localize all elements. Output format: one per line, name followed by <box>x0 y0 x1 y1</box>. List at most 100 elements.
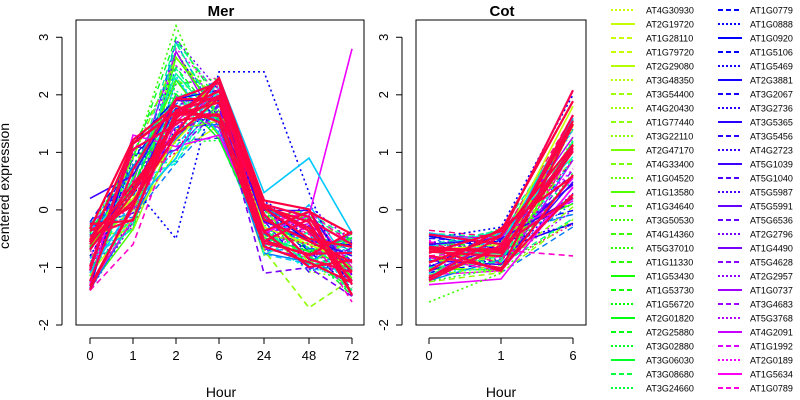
legend-label: AT4G20430 <box>646 104 694 114</box>
mer-series-lines <box>88 23 353 309</box>
mer-y-tick-label: 1 <box>36 149 51 156</box>
cot-trend-line <box>428 150 574 254</box>
legend-label: AT2G0189 <box>750 356 793 366</box>
legend-label: AT3G06030 <box>646 356 694 366</box>
legend-label: AT2G19720 <box>646 20 694 30</box>
legend-label: AT5G5987 <box>750 188 793 198</box>
cot-panel: Cot 0 1 6 -2 -1 0 1 2 3 Hour <box>376 3 587 400</box>
legend-label: AT1G34640 <box>646 202 694 212</box>
cot-profile-line <box>428 181 574 266</box>
legend-label: AT3G2736 <box>750 104 793 114</box>
cot-profile-line <box>428 124 574 246</box>
cot-title: Cot <box>490 3 515 20</box>
legend-label: AT3G24660 <box>646 384 694 394</box>
cot-y-tick-label: -2 <box>376 319 391 331</box>
mer-x-tick-label: 6 <box>215 348 222 363</box>
mer-y-tick-label: -1 <box>36 262 51 274</box>
mer-y-tick-label: 0 <box>36 206 51 213</box>
cot-y-tick-label: -1 <box>376 262 391 274</box>
mer-profile-line <box>89 85 353 295</box>
legend-label: AT1G5106 <box>750 48 793 58</box>
cot-trend-line <box>428 174 574 273</box>
mer-trend-line <box>88 81 353 282</box>
legend-label: AT2G2957 <box>750 272 793 282</box>
legend-label: AT4G33400 <box>646 160 694 170</box>
mer-panel: Mer 0 1 2 6 24 48 72 -2 -1 0 1 2 3 Hour centered ex… <box>0 3 365 400</box>
legend-label: AT5G3768 <box>750 314 793 324</box>
cot-profile-line <box>428 115 574 239</box>
cot-trend-line <box>428 143 574 264</box>
mer-y-axis: -2 -1 0 1 2 3 <box>36 34 63 331</box>
legend-label: AT5G1040 <box>750 174 793 184</box>
mer-series-line <box>89 23 353 269</box>
cot-series-line <box>428 146 574 303</box>
mer-series-line <box>89 87 353 303</box>
legend-label: AT1G53730 <box>646 286 694 296</box>
mer-y-tick-label: -2 <box>36 319 51 331</box>
legend-label: AT3G08680 <box>646 370 694 380</box>
legend-label: AT1G5469 <box>750 62 793 72</box>
mer-x-tick-label: 2 <box>172 348 179 363</box>
legend-label: AT1G0789 <box>750 384 793 394</box>
cot-trend-line <box>428 100 574 255</box>
legend-label: AT1G4490 <box>750 244 793 254</box>
mer-trend-line <box>89 104 353 284</box>
legend-label: AT2G3881 <box>750 76 793 86</box>
legend-label: AT1G0920 <box>750 34 793 44</box>
cot-series-line <box>428 197 574 246</box>
legend-label: AT4G2091 <box>750 328 793 338</box>
mer-trend-line <box>89 89 353 273</box>
legend-label: AT1G0779 <box>750 6 793 16</box>
mer-title: Mer <box>208 3 235 20</box>
cot-y-tick-label: 0 <box>376 206 391 213</box>
legend-label: AT3G48350 <box>646 76 694 86</box>
legend-label: AT2G25880 <box>646 328 694 338</box>
mer-y-tick-label: 3 <box>36 34 51 41</box>
mer-x-tick-label: 24 <box>257 348 271 363</box>
mer-trend-line <box>89 113 353 257</box>
cot-x-axis: 0 1 6 <box>425 337 577 363</box>
legend-label: AT3G22110 <box>646 132 693 142</box>
legend-label: AT4G30930 <box>646 6 694 16</box>
cot-x-tick-label: 0 <box>425 348 432 363</box>
mer-x-tick-label: 72 <box>345 348 359 363</box>
cot-series-line <box>428 140 574 269</box>
legend-label: AT1G11330 <box>646 258 693 268</box>
cot-trend-line <box>428 175 574 272</box>
cot-x-label: Hour <box>486 384 517 400</box>
legend-label: AT1G0737 <box>750 286 793 296</box>
legend-label: AT3G5365 <box>750 118 793 128</box>
mer-plot-frame <box>75 19 365 326</box>
legend: AT4G30930 AT2G19720 AT1G28110 AT1G79720 AT2G… <box>611 6 793 394</box>
cot-profile-line <box>428 129 574 280</box>
legend-label: AT5G37010 <box>646 244 694 254</box>
legend-label: AT2G29080 <box>646 62 694 72</box>
cot-x-tick-label: 1 <box>497 348 504 363</box>
cot-y-axis: -2 -1 0 1 2 3 <box>376 34 403 331</box>
legend-label: AT1G5634 <box>750 370 793 380</box>
legend-label: AT5G6536 <box>750 216 793 226</box>
mer-x-tick-label: 48 <box>302 348 316 363</box>
legend-label: AT1G1992 <box>750 342 793 352</box>
cot-profile-line <box>428 219 574 283</box>
legend-label: AT3G54400 <box>646 90 694 100</box>
mer-trend-line <box>89 101 353 287</box>
cot-profile-line <box>428 217 574 271</box>
legend-label: AT1G13580 <box>646 188 694 198</box>
mer-profile-line <box>89 109 353 272</box>
mer-profile-line <box>89 108 353 265</box>
legend-label: AT4G2723 <box>750 146 793 156</box>
legend-label: AT3G2067 <box>750 90 793 100</box>
mer-x-tick-label: 0 <box>86 348 93 363</box>
legend-label: AT2G01820 <box>646 314 694 324</box>
mer-y-tick-label: 2 <box>36 91 51 98</box>
cot-y-tick-label: 3 <box>376 34 391 41</box>
legend-label: AT2G47170 <box>646 146 694 156</box>
mer-x-tick-label: 1 <box>129 348 136 363</box>
legend-label: AT3G50530 <box>646 216 694 226</box>
legend-label: AT3G5456 <box>750 132 793 142</box>
mer-x-axis: 0 1 2 6 24 48 72 <box>86 337 359 363</box>
cot-y-tick-label: 1 <box>376 149 391 156</box>
legend-label: AT1G04520 <box>646 174 694 184</box>
